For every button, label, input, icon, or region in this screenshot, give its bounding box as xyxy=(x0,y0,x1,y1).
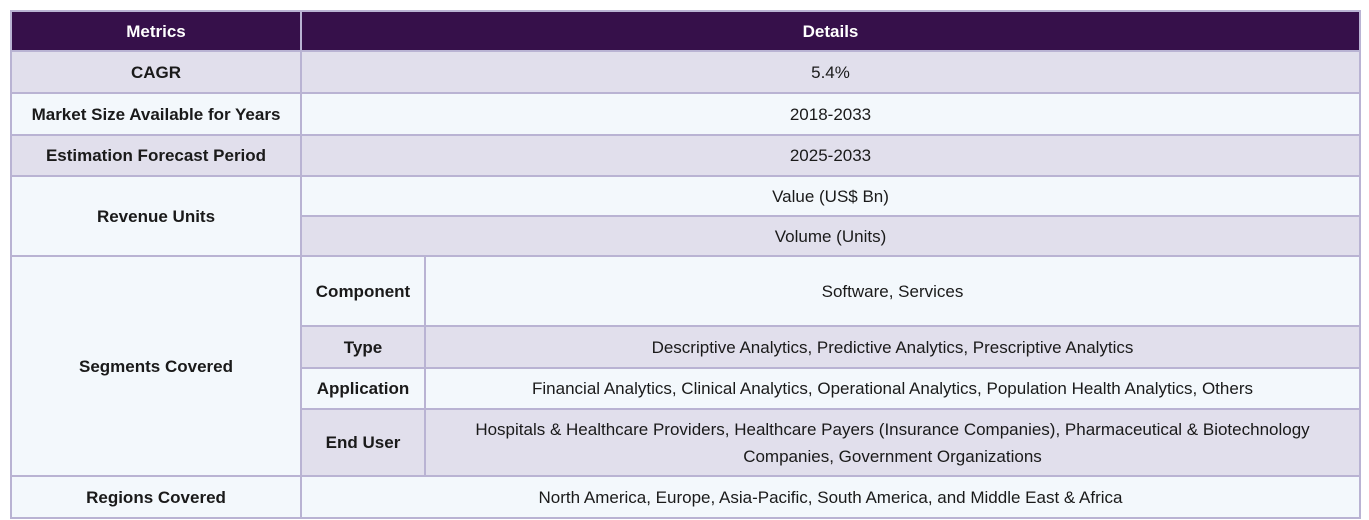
segment-end-user-row: End User Hospitals & Healthcare Provider… xyxy=(11,408,1361,477)
segment-name: End User xyxy=(300,408,426,477)
regions-value: North America, Europe, Asia-Pacific, Sou… xyxy=(300,475,1361,519)
cagr-label: CAGR xyxy=(10,50,302,94)
revenue-units-label: Revenue Units xyxy=(10,175,302,257)
revenue-units-volume: Volume (Units) xyxy=(300,215,1361,257)
forecast-row: Estimation Forecast Period 2025-2033 xyxy=(10,134,1361,177)
report-table: Metrics Details CAGR 5.4% Market Size Av… xyxy=(10,10,1361,519)
segments-label: Segments Covered xyxy=(10,255,302,477)
revenue-units-row-2: Volume (Units) xyxy=(11,215,1361,257)
market-size-row: Market Size Available for Years 2018-203… xyxy=(10,92,1361,136)
market-size-label: Market Size Available for Years xyxy=(10,92,302,136)
segment-value: Descriptive Analytics, Predictive Analyt… xyxy=(424,325,1361,369)
segment-name: Component xyxy=(300,255,426,327)
market-size-value: 2018-2033 xyxy=(300,92,1361,136)
cagr-row: CAGR 5.4% xyxy=(10,50,1361,94)
revenue-units-row: Revenue Units Value (US$ Bn) xyxy=(10,175,1361,257)
segment-component-row: Segments Covered Component Software, Ser… xyxy=(10,255,1361,477)
segment-name: Type xyxy=(300,325,426,369)
cagr-value: 5.4% xyxy=(300,50,1361,94)
metrics-header: Metrics xyxy=(10,10,302,52)
forecast-label: Estimation Forecast Period xyxy=(10,134,302,177)
segment-application-row: Application Financial Analytics, Clinica… xyxy=(11,367,1361,410)
regions-label: Regions Covered xyxy=(10,475,302,519)
details-header: Details xyxy=(300,10,1361,52)
regions-row: Regions Covered North America, Europe, A… xyxy=(10,475,1361,519)
segment-value: Hospitals & Healthcare Providers, Health… xyxy=(424,408,1361,477)
segment-name: Application xyxy=(300,367,426,410)
segment-value: Software, Services xyxy=(424,255,1361,327)
segment-type-row: Type Descriptive Analytics, Predictive A… xyxy=(11,325,1361,369)
header-row: Metrics Details xyxy=(10,10,1361,52)
revenue-units-value: Value (US$ Bn) xyxy=(300,175,1361,217)
forecast-value: 2025-2033 xyxy=(300,134,1361,177)
segment-value: Financial Analytics, Clinical Analytics,… xyxy=(424,367,1361,410)
